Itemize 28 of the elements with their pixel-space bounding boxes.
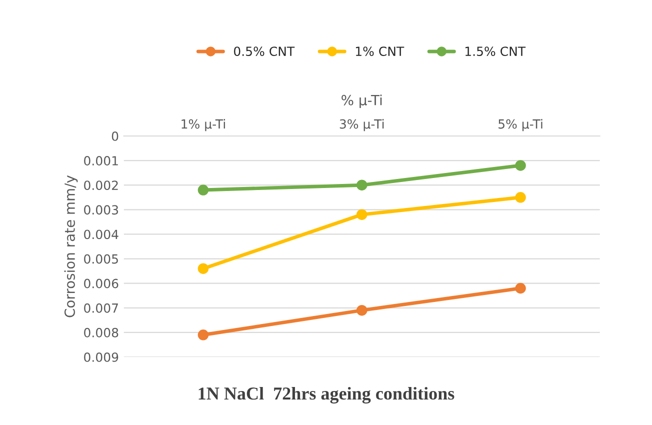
x-tick-label: 3% μ-Ti <box>340 119 384 132</box>
x-axis-title: % μ-Ti <box>342 94 382 108</box>
y-tick-label: 0.007 <box>84 303 118 313</box>
point <box>356 180 368 190</box>
y-tick-label: 0.002 <box>84 180 118 190</box>
legend-label: 0.5% CNT <box>234 46 295 56</box>
y-axis-title: Corrosion rate mm/y <box>64 175 78 318</box>
point <box>356 209 368 220</box>
legend-label: 1.5% CNT <box>465 46 526 56</box>
x-tick-label: 5% μ-Ti <box>498 119 542 132</box>
legend-label: 1% CNT <box>356 46 404 56</box>
point <box>515 192 526 203</box>
point <box>198 184 209 196</box>
y-tick-label: 0.005 <box>84 254 118 264</box>
y-tick-label: 0.004 <box>84 230 118 240</box>
y-tick-label: 0.001 <box>84 156 118 166</box>
y-tick-label: 0.009 <box>84 352 118 362</box>
y-tick-label: 0.008 <box>84 328 118 338</box>
y-tick-label: 0 <box>112 131 118 141</box>
point <box>515 160 526 171</box>
x-tick-label: 1% μ-Ti <box>182 119 225 132</box>
y-tick-label: 0.003 <box>84 205 118 215</box>
text: 1N NaCl 72hrs ageing conditions <box>198 386 454 404</box>
point <box>198 263 209 274</box>
y-tick-label: 0.006 <box>84 278 118 288</box>
point <box>515 282 526 294</box>
point <box>198 330 209 340</box>
point <box>356 304 368 316</box>
